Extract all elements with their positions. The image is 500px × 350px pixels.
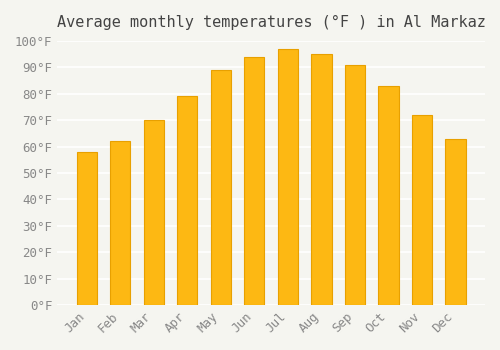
Bar [178,96,198,305]
Bar [345,65,365,305]
Bar [244,57,264,305]
Bar [144,120,164,305]
Bar [412,115,432,305]
Bar [211,70,231,305]
Bar [378,86,398,305]
Bar [446,139,466,305]
Bar [110,141,130,305]
Bar [278,49,298,305]
Bar [312,54,332,305]
Bar [77,152,97,305]
Title: Average monthly temperatures (°F ) in Al Markaz: Average monthly temperatures (°F ) in Al… [56,15,486,30]
